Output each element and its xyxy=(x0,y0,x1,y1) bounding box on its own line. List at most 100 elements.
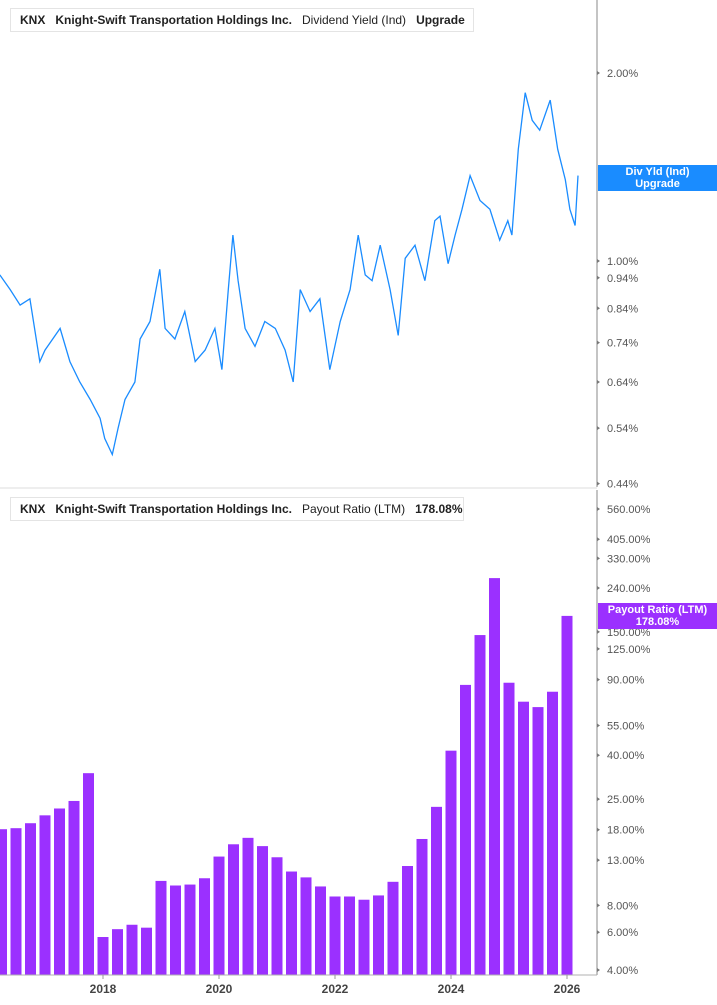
x-tick-label: 2018 xyxy=(90,982,117,996)
payout-bar xyxy=(445,750,457,975)
payout-bar xyxy=(431,806,442,975)
y-tick-mark xyxy=(597,259,600,263)
y-tick-mark xyxy=(597,968,600,973)
payout-bar xyxy=(213,856,225,975)
y-tick-mark xyxy=(597,646,600,651)
y-tick-mark xyxy=(597,629,600,634)
y-tick-label: 4.00% xyxy=(607,965,638,977)
payout-bar xyxy=(257,846,268,975)
yield-value-tag: Div Yld (Ind) Upgrade xyxy=(598,165,717,191)
tag-label: Div Yld (Ind) xyxy=(625,166,690,178)
y-tick-label: 13.00% xyxy=(607,855,645,867)
y-tick-mark xyxy=(597,827,600,832)
payout-bar xyxy=(344,896,355,975)
payout-bar xyxy=(68,800,80,975)
payout-bar xyxy=(402,866,413,975)
y-tick-mark xyxy=(597,903,600,908)
payout-bar xyxy=(83,773,94,975)
payout-bar xyxy=(54,808,65,975)
y-tick-mark xyxy=(597,586,600,591)
payout-bar xyxy=(547,691,558,975)
payout-bar xyxy=(228,844,239,975)
tag-value: 178.08% xyxy=(635,616,680,628)
y-tick-label: 0.74% xyxy=(607,338,638,350)
y-tick-mark xyxy=(597,753,600,758)
payout-bar xyxy=(126,924,138,975)
x-tick-label: 2024 xyxy=(438,982,465,996)
y-tick-label: 18.00% xyxy=(607,825,645,837)
legend-ticker: KNX xyxy=(20,502,46,516)
payout-bar xyxy=(271,857,283,975)
y-tick-mark xyxy=(597,677,600,682)
y-tick-label: 0.44% xyxy=(607,479,638,491)
y-tick-label: 6.00% xyxy=(607,927,638,939)
payout-bar xyxy=(315,886,326,975)
legend-ticker: KNX xyxy=(20,13,46,27)
payout-bar xyxy=(141,927,152,975)
y-tick-label: 0.64% xyxy=(607,377,638,389)
payout-bar xyxy=(518,701,529,975)
payout-bar xyxy=(503,682,515,975)
legend-value[interactable]: Upgrade xyxy=(416,13,465,27)
legend-value: 178.08% xyxy=(415,502,463,516)
payout-bar xyxy=(460,684,471,975)
payout-value-tag: Payout Ratio (LTM) 178.08% xyxy=(598,603,717,629)
y-tick-mark xyxy=(597,858,600,863)
y-tick-label: 125.00% xyxy=(607,644,651,656)
y-tick-mark xyxy=(597,306,600,311)
tag-value: Upgrade xyxy=(635,178,680,190)
legend-metric: Payout Ratio (LTM) xyxy=(302,502,406,516)
payout-bar xyxy=(489,578,500,975)
yield-legend[interactable]: KNX Knight-Swift Transportation Holdings… xyxy=(10,8,474,32)
y-tick-mark xyxy=(597,71,600,75)
payout-bar xyxy=(155,880,167,975)
legend-company: Knight-Swift Transportation Holdings Inc… xyxy=(55,502,292,516)
y-tick-label: 330.00% xyxy=(607,553,651,565)
y-tick-mark xyxy=(597,275,600,280)
y-tick-mark xyxy=(597,481,600,486)
payout-bar xyxy=(112,929,123,975)
payout-bar xyxy=(170,885,181,975)
y-tick-label: 2.00% xyxy=(607,68,638,80)
payout-bar xyxy=(387,881,399,975)
payout-bar xyxy=(532,707,544,975)
y-tick-mark xyxy=(597,537,600,542)
payout-bar xyxy=(97,937,109,975)
tag-label: Payout Ratio (LTM) xyxy=(607,604,708,616)
payout-bar xyxy=(416,838,428,975)
x-tick-label: 2022 xyxy=(322,982,349,996)
payout-bar xyxy=(39,815,51,975)
y-tick-mark xyxy=(597,723,600,728)
y-tick-label: 560.00% xyxy=(607,504,651,516)
payout-bar xyxy=(184,884,196,975)
y-tick-label: 55.00% xyxy=(607,721,645,733)
payout-bar xyxy=(199,878,210,975)
y-tick-mark xyxy=(597,380,600,385)
payout-bar xyxy=(10,828,22,975)
y-tick-label: 150.00% xyxy=(607,627,651,639)
payout-bar xyxy=(358,899,370,975)
dividend-yield-line xyxy=(0,92,579,457)
x-tick-label: 2026 xyxy=(554,982,581,996)
y-tick-mark xyxy=(597,507,600,511)
payout-legend[interactable]: KNX Knight-Swift Transportation Holdings… xyxy=(10,497,464,521)
x-tick-label: 2020 xyxy=(206,982,233,996)
y-tick-mark xyxy=(597,426,600,431)
y-tick-label: 0.94% xyxy=(607,273,638,285)
payout-bar xyxy=(474,635,486,975)
y-tick-mark xyxy=(597,556,600,561)
payout-bar xyxy=(25,823,36,975)
y-tick-mark xyxy=(597,797,600,802)
payout-bar xyxy=(242,837,254,975)
y-tick-label: 405.00% xyxy=(607,534,651,546)
legend-metric: Dividend Yield (Ind) xyxy=(302,13,407,27)
y-tick-mark xyxy=(597,340,600,345)
y-tick-label: 0.84% xyxy=(607,303,638,315)
y-tick-label: 40.00% xyxy=(607,750,645,762)
legend-company: Knight-Swift Transportation Holdings Inc… xyxy=(55,13,292,27)
y-tick-label: 0.54% xyxy=(607,423,638,435)
payout-bar xyxy=(286,871,297,975)
y-tick-label: 8.00% xyxy=(607,900,638,912)
payout-bar xyxy=(300,877,312,975)
y-tick-label: 90.00% xyxy=(607,675,645,687)
